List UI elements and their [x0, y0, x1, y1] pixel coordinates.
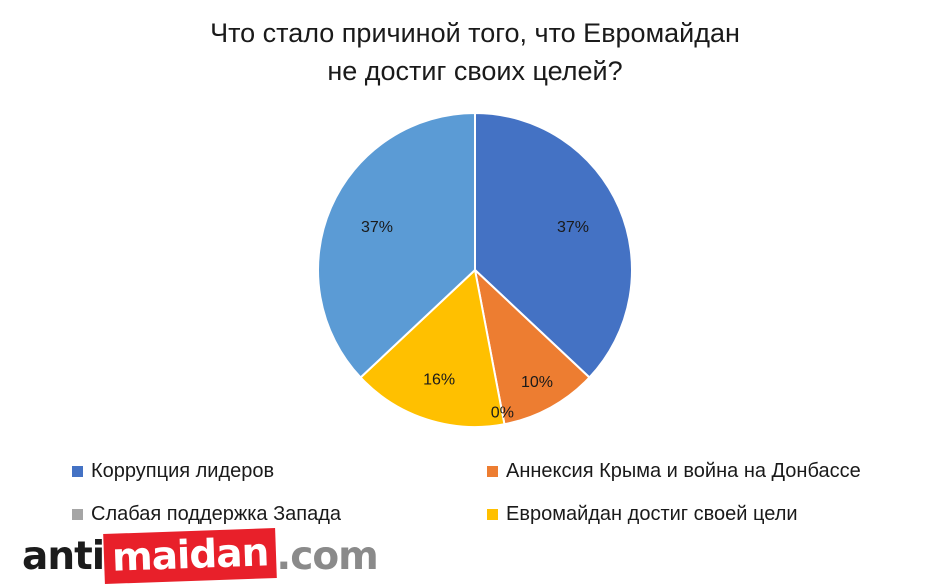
pie-slice-3 — [359, 268, 506, 428]
legend-item-corruption: Коррупция лидеров — [72, 460, 274, 483]
pie-slice-4 — [317, 111, 476, 379]
watermark-maidan: maidan — [103, 528, 278, 584]
watermark-com: .com — [276, 533, 378, 579]
legend-label: Евромайдан достиг своей цели — [506, 503, 798, 525]
chart-title: Что стало причиной того, что Евромайдан … — [0, 14, 950, 90]
legend-swatch — [72, 466, 83, 477]
pie-label-4: 37% — [361, 219, 393, 236]
pie-label-2: 0% — [491, 405, 514, 422]
legend-swatch — [72, 509, 83, 520]
pie-label-0: 37% — [557, 219, 589, 236]
watermark-anti: anti — [22, 533, 105, 579]
legend-item-crimea: Аннексия Крыма и война на Донбассе — [487, 460, 861, 483]
pie-label-3: 16% — [423, 372, 455, 389]
legend-label: Аннексия Крыма и война на Донбассе — [506, 460, 861, 482]
chart-title-line-2: не достиг своих целей? — [327, 56, 623, 86]
legend-swatch — [487, 466, 498, 477]
legend-label: Коррупция лидеров — [91, 460, 275, 482]
pie-slice-0 — [474, 111, 633, 379]
legend-item-west: Слабая поддержка Запада — [72, 503, 341, 526]
watermark-logo: anti maidan .com — [22, 528, 379, 584]
legend-swatch — [487, 509, 498, 520]
chart-title-line-1: Что стало причиной того, что Евромайдан — [210, 18, 740, 48]
legend-label: Слабая поддержка Запада — [91, 503, 342, 525]
pie-label-1: 10% — [521, 374, 553, 391]
legend-item-goal: Евромайдан достиг своей цели — [487, 503, 798, 526]
pie-slice-1 — [473, 267, 591, 426]
